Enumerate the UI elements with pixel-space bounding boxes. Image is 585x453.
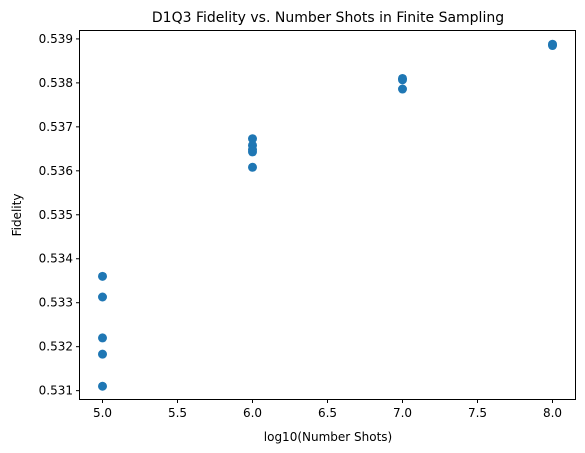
y-axis-ticks: 0.531 0.532 0.533 0.534 0.535 0.536 0.537 0.538… xyxy=(39,32,80,398)
data-point xyxy=(248,162,257,172)
x-tick-label: 7.0 xyxy=(393,406,412,420)
plot-area-frame xyxy=(79,30,576,400)
data-point xyxy=(248,134,257,144)
y-tick-label: 0.532 xyxy=(39,340,73,354)
data-point xyxy=(98,349,107,359)
y-tick-label: 0.539 xyxy=(39,32,73,46)
y-tick-label: 0.537 xyxy=(39,120,73,134)
y-tick-label: 0.531 xyxy=(39,384,73,398)
x-tick-label: 7.5 xyxy=(468,406,487,420)
y-tick-label: 0.535 xyxy=(39,208,73,222)
y-axis-label: Fidelity xyxy=(10,194,24,237)
y-tick-label: 0.534 xyxy=(39,252,73,266)
data-point xyxy=(98,333,107,343)
data-point xyxy=(248,147,257,157)
y-tick-label: 0.538 xyxy=(39,76,73,90)
x-tick-label: 6.5 xyxy=(318,406,337,420)
x-axis-label: log10(Number Shots) xyxy=(264,430,392,444)
x-tick-label: 5.5 xyxy=(168,406,187,420)
x-tick-label: 6.0 xyxy=(243,406,262,420)
x-tick-label: 5.0 xyxy=(93,406,112,420)
data-point xyxy=(98,292,107,302)
x-tick-label: 8.0 xyxy=(543,406,562,420)
data-point xyxy=(98,381,107,391)
data-points xyxy=(98,39,557,391)
y-tick-label: 0.536 xyxy=(39,164,73,178)
data-point xyxy=(398,75,407,85)
chart-title: D1Q3 Fidelity vs. Number Shots in Finite… xyxy=(152,10,504,26)
y-tick-label: 0.533 xyxy=(39,296,73,310)
data-point xyxy=(98,271,107,281)
data-point xyxy=(548,41,557,51)
data-point xyxy=(398,84,407,94)
x-axis-ticks: 5.0 5.5 6.0 6.5 7.0 7.5 8.0 xyxy=(93,399,562,420)
